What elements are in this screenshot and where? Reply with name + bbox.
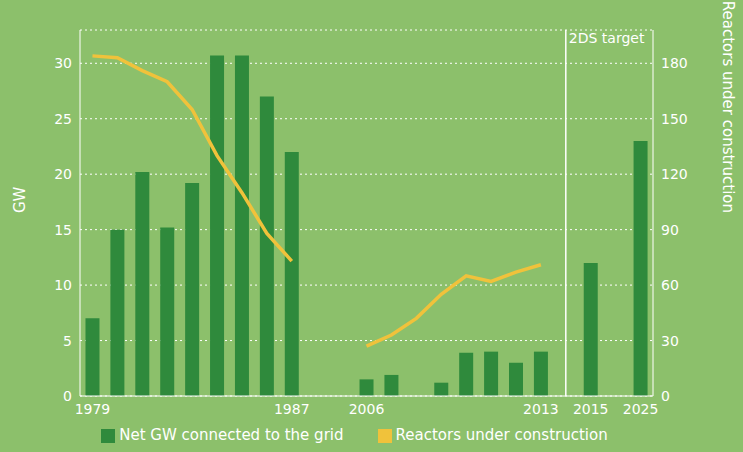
svg-text:180: 180 — [661, 55, 688, 71]
svg-text:2015: 2015 — [573, 401, 609, 417]
svg-text:2DS target: 2DS target — [569, 30, 645, 46]
svg-text:20: 20 — [54, 166, 72, 182]
html-text:Reactors under construction: Reactors under construction — [395, 426, 608, 444]
svg-text:120: 120 — [661, 166, 688, 182]
svg-text:2013: 2013 — [523, 401, 559, 417]
svg-text:GW: GW — [11, 186, 29, 213]
svg-text:2025: 2025 — [623, 401, 659, 417]
svg-text:25: 25 — [54, 111, 72, 127]
svg-text:0: 0 — [63, 388, 72, 404]
svg-text:150: 150 — [661, 111, 688, 127]
svg-text:1987: 1987 — [274, 401, 310, 417]
svg-text:60: 60 — [661, 277, 679, 293]
svg-text:1979: 1979 — [75, 401, 111, 417]
svg-text:30: 30 — [54, 55, 72, 71]
svg-text:2006: 2006 — [349, 401, 385, 417]
svg-text:Reactors under construction: Reactors under construction — [719, 1, 735, 213]
svg-text:0: 0 — [661, 388, 670, 404]
svg-text:5: 5 — [63, 333, 72, 349]
svg-text:30: 30 — [661, 333, 679, 349]
html-text:Net GW connected to the grid: Net GW connected to the grid — [119, 426, 344, 444]
svg-text:15: 15 — [54, 222, 72, 238]
svg-text:90: 90 — [661, 222, 679, 238]
svg-text:10: 10 — [54, 277, 72, 293]
